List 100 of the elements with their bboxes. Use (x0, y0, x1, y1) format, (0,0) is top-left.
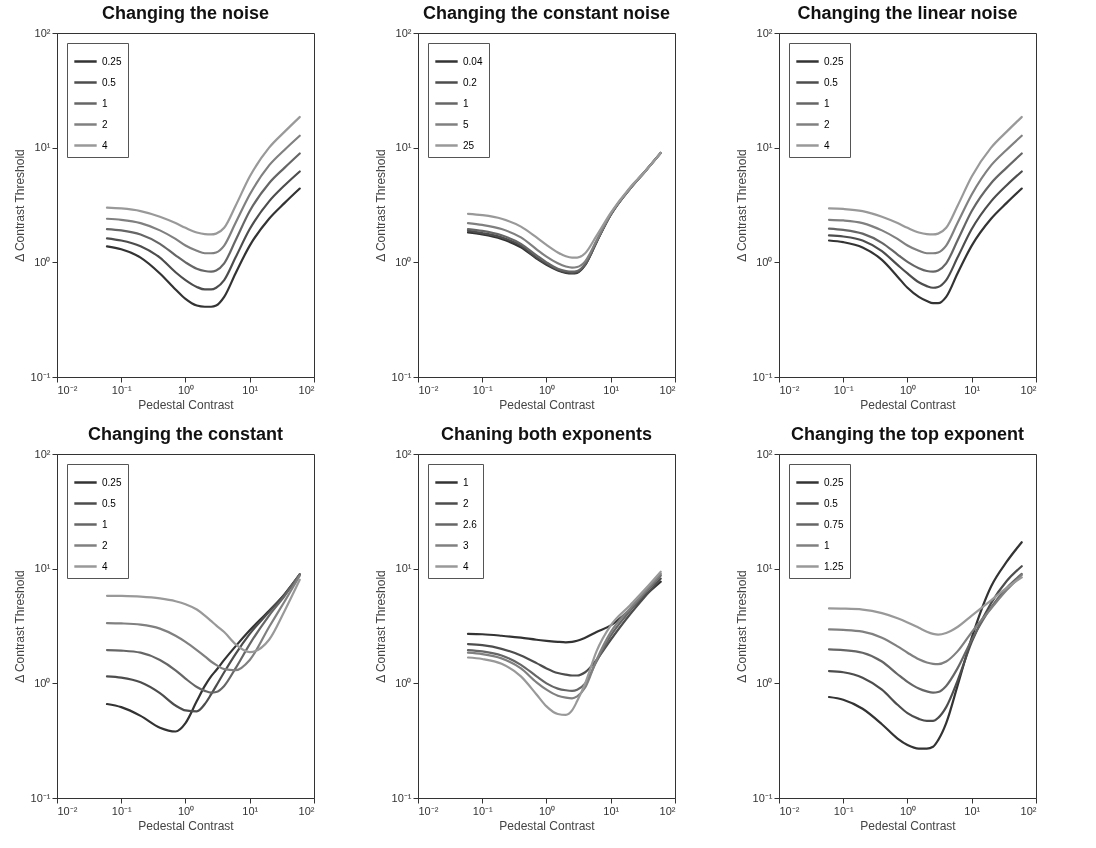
legend-label: 1 (463, 476, 469, 488)
x-tick-label: 10¹ (242, 804, 259, 817)
legend-label: 1 (102, 518, 108, 530)
y-tick-label: 10⁻¹ (752, 370, 773, 383)
y-axis-title: Δ Contrast Threshold (373, 570, 388, 683)
y-tick-label: 10⁻¹ (30, 370, 51, 383)
legend-label: 0.2 (463, 76, 478, 88)
legend-label: 4 (824, 139, 830, 151)
y-axis-title: Δ Contrast Threshold (734, 570, 749, 683)
y-tick-label: 10⁰ (34, 255, 51, 268)
x-tick-label: 10⁻² (779, 383, 800, 396)
x-tick-label: 10⁻¹ (833, 383, 855, 396)
x-axis-title: Pedestal Contrast (860, 818, 957, 833)
legend-label: 0.25 (824, 55, 844, 67)
legend-label: 0.04 (463, 55, 483, 67)
x-axis-title: Pedestal Contrast (499, 397, 596, 412)
legend-label: 1 (824, 97, 830, 109)
legend-label: 1 (824, 539, 830, 551)
y-tick-label: 10¹ (395, 562, 412, 575)
x-tick-label: 10⁻¹ (833, 804, 855, 817)
legend-label: 0.5 (824, 76, 839, 88)
legend-label: 2.6 (463, 518, 478, 530)
legend-label: 2 (102, 118, 108, 130)
legend-label: 0.5 (824, 497, 839, 509)
legend-label: 0.25 (824, 476, 844, 488)
legend-label: 2 (102, 539, 108, 551)
x-tick-label: 10¹ (964, 383, 981, 396)
chart-title: Changing the constant noise (422, 3, 671, 23)
y-axis-title: Δ Contrast Threshold (373, 149, 388, 262)
legend-label: 0.5 (102, 76, 117, 88)
x-tick-label: 10⁰ (538, 383, 556, 396)
legend-label: 0.75 (824, 518, 844, 530)
chart-title: Changing the top exponent (791, 424, 1024, 444)
x-tick-label: 10⁻¹ (111, 804, 133, 817)
x-tick-label: 10⁰ (899, 804, 917, 817)
chart-title: Changing the constant (88, 424, 283, 444)
chart-title: Chaning both exponents (441, 424, 652, 444)
legend-label: 3 (463, 539, 469, 551)
y-tick-label: 10² (756, 447, 773, 460)
x-tick-label: 10² (659, 804, 676, 817)
x-tick-label: 10⁻¹ (472, 804, 494, 817)
legend-label: 25 (463, 139, 475, 151)
x-tick-label: 10⁻² (418, 804, 439, 817)
y-tick-label: 10¹ (756, 562, 773, 575)
x-tick-label: 10² (1020, 804, 1037, 817)
x-tick-label: 10² (298, 804, 315, 817)
y-tick-label: 10⁰ (756, 676, 773, 689)
x-tick-label: 10¹ (603, 804, 620, 817)
legend-label: 1.25 (824, 560, 844, 572)
y-tick-label: 10¹ (395, 141, 412, 154)
x-tick-label: 10² (659, 383, 676, 396)
y-tick-label: 10⁻¹ (391, 370, 412, 383)
x-tick-label: 10⁻¹ (472, 383, 494, 396)
y-tick-label: 10⁻¹ (752, 791, 773, 804)
chart-title: Changing the noise (101, 3, 270, 23)
x-axis-title: Pedestal Contrast (860, 397, 957, 412)
y-tick-label: 10⁻¹ (391, 791, 412, 804)
x-axis-title: Pedestal Contrast (499, 818, 596, 833)
x-tick-label: 10⁰ (177, 804, 195, 817)
x-tick-label: 10⁰ (177, 383, 195, 396)
y-tick-label: 10¹ (34, 141, 51, 154)
x-tick-label: 10⁻² (57, 383, 78, 396)
y-tick-label: 10⁰ (756, 255, 773, 268)
legend-label: 4 (102, 560, 108, 572)
chart-title: Changing the linear noise (797, 3, 1018, 23)
x-tick-label: 10² (1020, 383, 1037, 396)
y-tick-label: 10² (395, 26, 412, 39)
y-tick-label: 10⁰ (395, 255, 412, 268)
legend-label: 5 (463, 118, 469, 130)
y-tick-label: 10¹ (756, 141, 773, 154)
x-tick-label: 10⁻² (418, 383, 439, 396)
y-tick-label: 10² (395, 447, 412, 460)
x-axis-title: Pedestal Contrast (138, 818, 235, 833)
x-axis-title: Pedestal Contrast (138, 397, 235, 412)
x-tick-label: 10⁻¹ (111, 383, 133, 396)
legend-label: 0.25 (102, 476, 122, 488)
y-tick-label: 10² (756, 26, 773, 39)
legend-label: 4 (463, 560, 469, 572)
x-tick-label: 10⁻² (57, 804, 78, 817)
x-tick-label: 10² (298, 383, 315, 396)
legend-label: 4 (102, 139, 108, 151)
legend-label: 2 (463, 497, 469, 509)
x-tick-label: 10⁰ (538, 804, 556, 817)
y-axis-title: Δ Contrast Threshold (734, 149, 749, 262)
x-tick-label: 10⁰ (899, 383, 917, 396)
legend-label: 0.5 (102, 497, 117, 509)
x-tick-label: 10¹ (242, 383, 259, 396)
x-tick-label: 10⁻² (779, 804, 800, 817)
y-axis-title: Δ Contrast Threshold (12, 149, 27, 262)
y-tick-label: 10⁰ (34, 676, 51, 689)
y-tick-label: 10¹ (34, 562, 51, 575)
x-tick-label: 10¹ (964, 804, 981, 817)
y-axis-title: Δ Contrast Threshold (12, 570, 27, 683)
legend-label: 1 (463, 97, 469, 109)
x-tick-label: 10¹ (603, 383, 620, 396)
legend-label: 1 (102, 97, 108, 109)
legend-label: 0.25 (102, 55, 122, 67)
y-tick-label: 10⁰ (395, 676, 412, 689)
y-tick-label: 10² (34, 447, 51, 460)
legend-label: 2 (824, 118, 830, 130)
